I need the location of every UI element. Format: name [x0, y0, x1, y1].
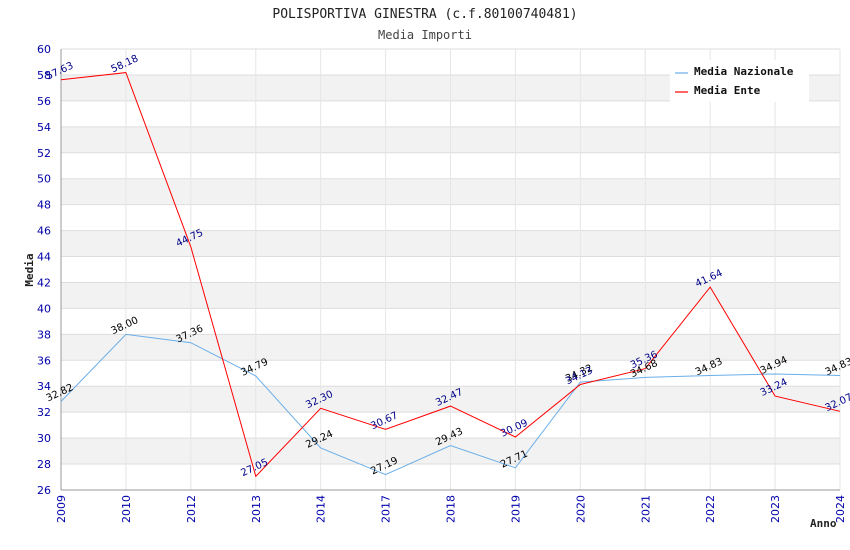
chart-subtitle: Media Importi — [378, 28, 472, 42]
x-tick-label: 2009 — [55, 495, 68, 523]
x-tick-label: 2013 — [250, 495, 263, 523]
data-label-media-ente: 58.18 — [110, 53, 141, 75]
x-tick-label: 2021 — [639, 495, 652, 523]
chart-title: POLISPORTIVA GINESTRA (c.f.80100740481) — [272, 7, 577, 22]
y-tick-label: 36 — [37, 354, 51, 367]
data-label-media-nazionale: 38.00 — [110, 315, 141, 337]
legend-label-media-ente: Media Ente — [694, 84, 761, 97]
series-line-media-nazionale — [60, 333, 841, 476]
series-lines — [60, 72, 841, 478]
y-tick-label: 60 — [37, 43, 51, 56]
y-tick-labels: 26 28 30 32 34 36 38 40 42 44 46 48 50 52 54 56 58 60 — [37, 43, 51, 497]
x-tick-label: 2018 — [445, 495, 458, 523]
x-tick-label: 2014 — [315, 495, 328, 523]
y-tick-label: 54 — [37, 121, 51, 134]
y-tick-label: 28 — [37, 458, 51, 471]
y-axis-title: Media — [23, 253, 36, 286]
x-tick-label: 2012 — [185, 495, 198, 523]
legend-label-media-nazionale: Media Nazionale — [694, 65, 794, 78]
y-tick-label: 56 — [37, 95, 51, 108]
y-tick-label: 40 — [37, 302, 51, 315]
x-tick-label: 2017 — [380, 495, 393, 523]
x-tick-labels: 2009 2010 2012 2013 2014 2017 2018 2019 2020 2021… — [55, 495, 847, 523]
y-tick-label: 44 — [37, 251, 51, 264]
y-tick-label: 50 — [37, 173, 51, 186]
y-tick-label: 42 — [37, 276, 51, 289]
y-tick-label: 58 — [37, 69, 51, 82]
x-tick-label: 2024 — [834, 495, 847, 523]
y-tick-label: 38 — [37, 328, 51, 341]
x-tick-label: 2023 — [769, 495, 782, 523]
y-tick-label: 52 — [37, 147, 51, 160]
x-tick-label: 2020 — [574, 495, 587, 523]
legend: Media Nazionale Media Ente — [670, 60, 809, 102]
legend-box — [670, 60, 809, 102]
y-tick-label: 34 — [37, 380, 51, 393]
x-tick-label: 2019 — [509, 495, 522, 523]
y-tick-label: 46 — [37, 225, 51, 238]
y-tick-label: 32 — [37, 406, 51, 419]
series-line-media-ente — [60, 72, 841, 478]
x-axis-title: Anno — [810, 517, 837, 530]
y-tick-label: 48 — [37, 199, 51, 212]
x-tick-label: 2022 — [704, 495, 717, 523]
y-tick-label: 26 — [37, 484, 51, 497]
y-tick-label: 30 — [37, 432, 51, 445]
x-tick-label: 2010 — [120, 495, 133, 523]
grid-lines — [60, 48, 841, 491]
